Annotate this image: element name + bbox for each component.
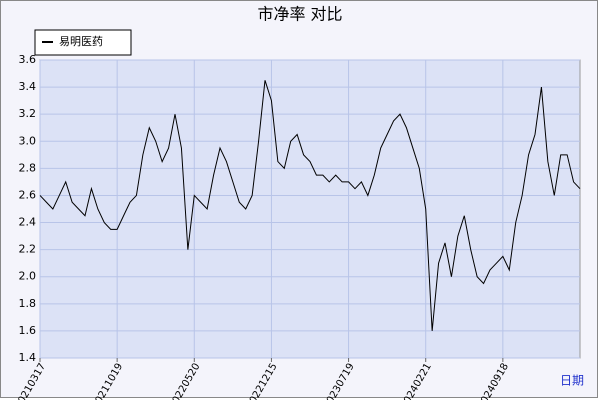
chart-title: 市净率 对比 [257,5,342,24]
y-tick-label: 2.4 [19,216,37,229]
x-axis-label: 日期 [560,374,584,388]
line [39,80,581,331]
y-tick-label: 2.2 [19,243,37,256]
y-tick-label: 3.6 [19,53,37,66]
y-tick-label: 2.6 [19,188,37,201]
plot-area [39,59,581,359]
y-tick-label: 1.4 [19,351,37,364]
y-tick-label: 3.4 [19,80,37,93]
y-tick-label: 3.2 [19,107,37,120]
y-tick-label: 2.0 [19,270,37,283]
y-tick-label: 3.0 [19,134,37,147]
legend-label: 易明医药 [59,35,103,48]
y-tick-label: 1.6 [19,324,37,337]
y-tick-label: 1.8 [19,297,37,310]
y-tick-label: 2.8 [19,161,37,174]
